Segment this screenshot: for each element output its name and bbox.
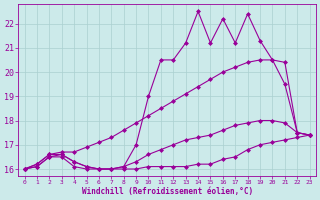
X-axis label: Windchill (Refroidissement éolien,°C): Windchill (Refroidissement éolien,°C) bbox=[82, 187, 253, 196]
